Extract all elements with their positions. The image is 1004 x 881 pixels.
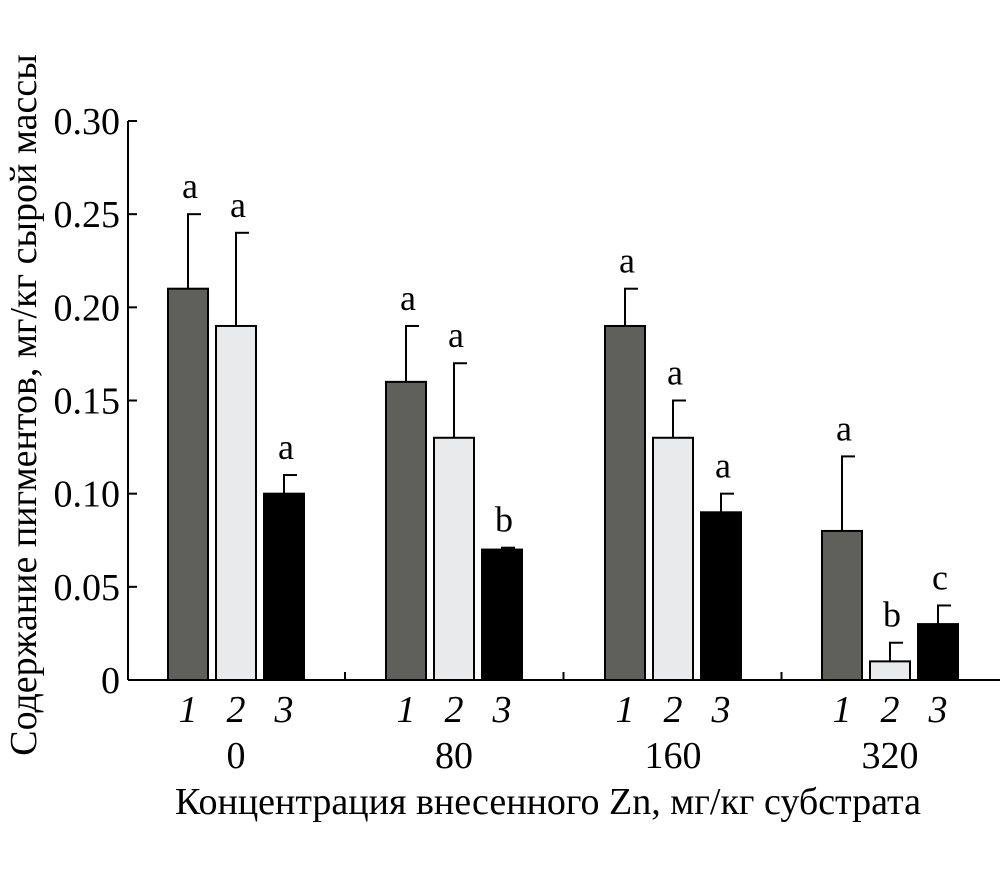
- series-index-label: 2: [881, 689, 900, 731]
- y-axis-title: Содержание пигментов, мг/кг сырой массы: [3, 54, 45, 756]
- bar: [917, 623, 959, 681]
- significance-label: b: [495, 500, 513, 540]
- series-index-label: 2: [664, 689, 683, 731]
- significance-label: b: [883, 595, 901, 635]
- series-index-label: 3: [274, 689, 294, 731]
- y-tick-label: 0.20: [54, 287, 121, 329]
- significance-label: a: [278, 427, 294, 467]
- bar: [167, 287, 209, 681]
- series-index-label: 1: [179, 689, 198, 731]
- x-category-label: 0: [227, 735, 246, 777]
- series-index-label: 1: [397, 689, 416, 731]
- significance-label: a: [182, 166, 198, 206]
- bar: [433, 436, 475, 681]
- bar: [821, 529, 863, 682]
- bar: [481, 548, 523, 681]
- x-category-label: 80: [435, 735, 473, 777]
- x-category-label: 160: [645, 735, 702, 777]
- bar: [385, 380, 427, 681]
- significance-label: a: [230, 185, 246, 225]
- significance-label: a: [836, 408, 852, 448]
- series-index-label: 3: [928, 689, 948, 731]
- y-tick-label: 0.10: [54, 474, 121, 516]
- bar: [869, 660, 911, 681]
- series-index-label: 1: [616, 689, 635, 731]
- significance-label: a: [400, 278, 416, 318]
- series-index-label: 2: [445, 689, 464, 731]
- x-category-label: 320: [862, 735, 919, 777]
- significance-label: a: [448, 315, 464, 355]
- y-tick-label: 0: [101, 660, 120, 702]
- series-index-label: 2: [227, 689, 246, 731]
- bar: [263, 492, 305, 681]
- significance-label: a: [715, 446, 731, 486]
- significance-label: a: [619, 241, 635, 281]
- series-index-label: 3: [492, 689, 512, 731]
- bar: [700, 511, 742, 681]
- x-axis-title: Концентрация внесенного Zn, мг/кг субстр…: [175, 781, 921, 823]
- bar: [215, 324, 257, 681]
- series-index-label: 3: [711, 689, 731, 731]
- bar: [604, 324, 646, 681]
- y-tick-label: 0.05: [54, 567, 121, 609]
- y-tick-label: 0.30: [54, 101, 121, 143]
- y-tick-label: 0.15: [54, 381, 121, 423]
- series-index-label: 1: [833, 689, 852, 731]
- y-tick-label: 0.25: [54, 194, 121, 236]
- significance-label: c: [932, 557, 948, 597]
- significance-label: a: [667, 353, 683, 393]
- bar: [652, 436, 694, 681]
